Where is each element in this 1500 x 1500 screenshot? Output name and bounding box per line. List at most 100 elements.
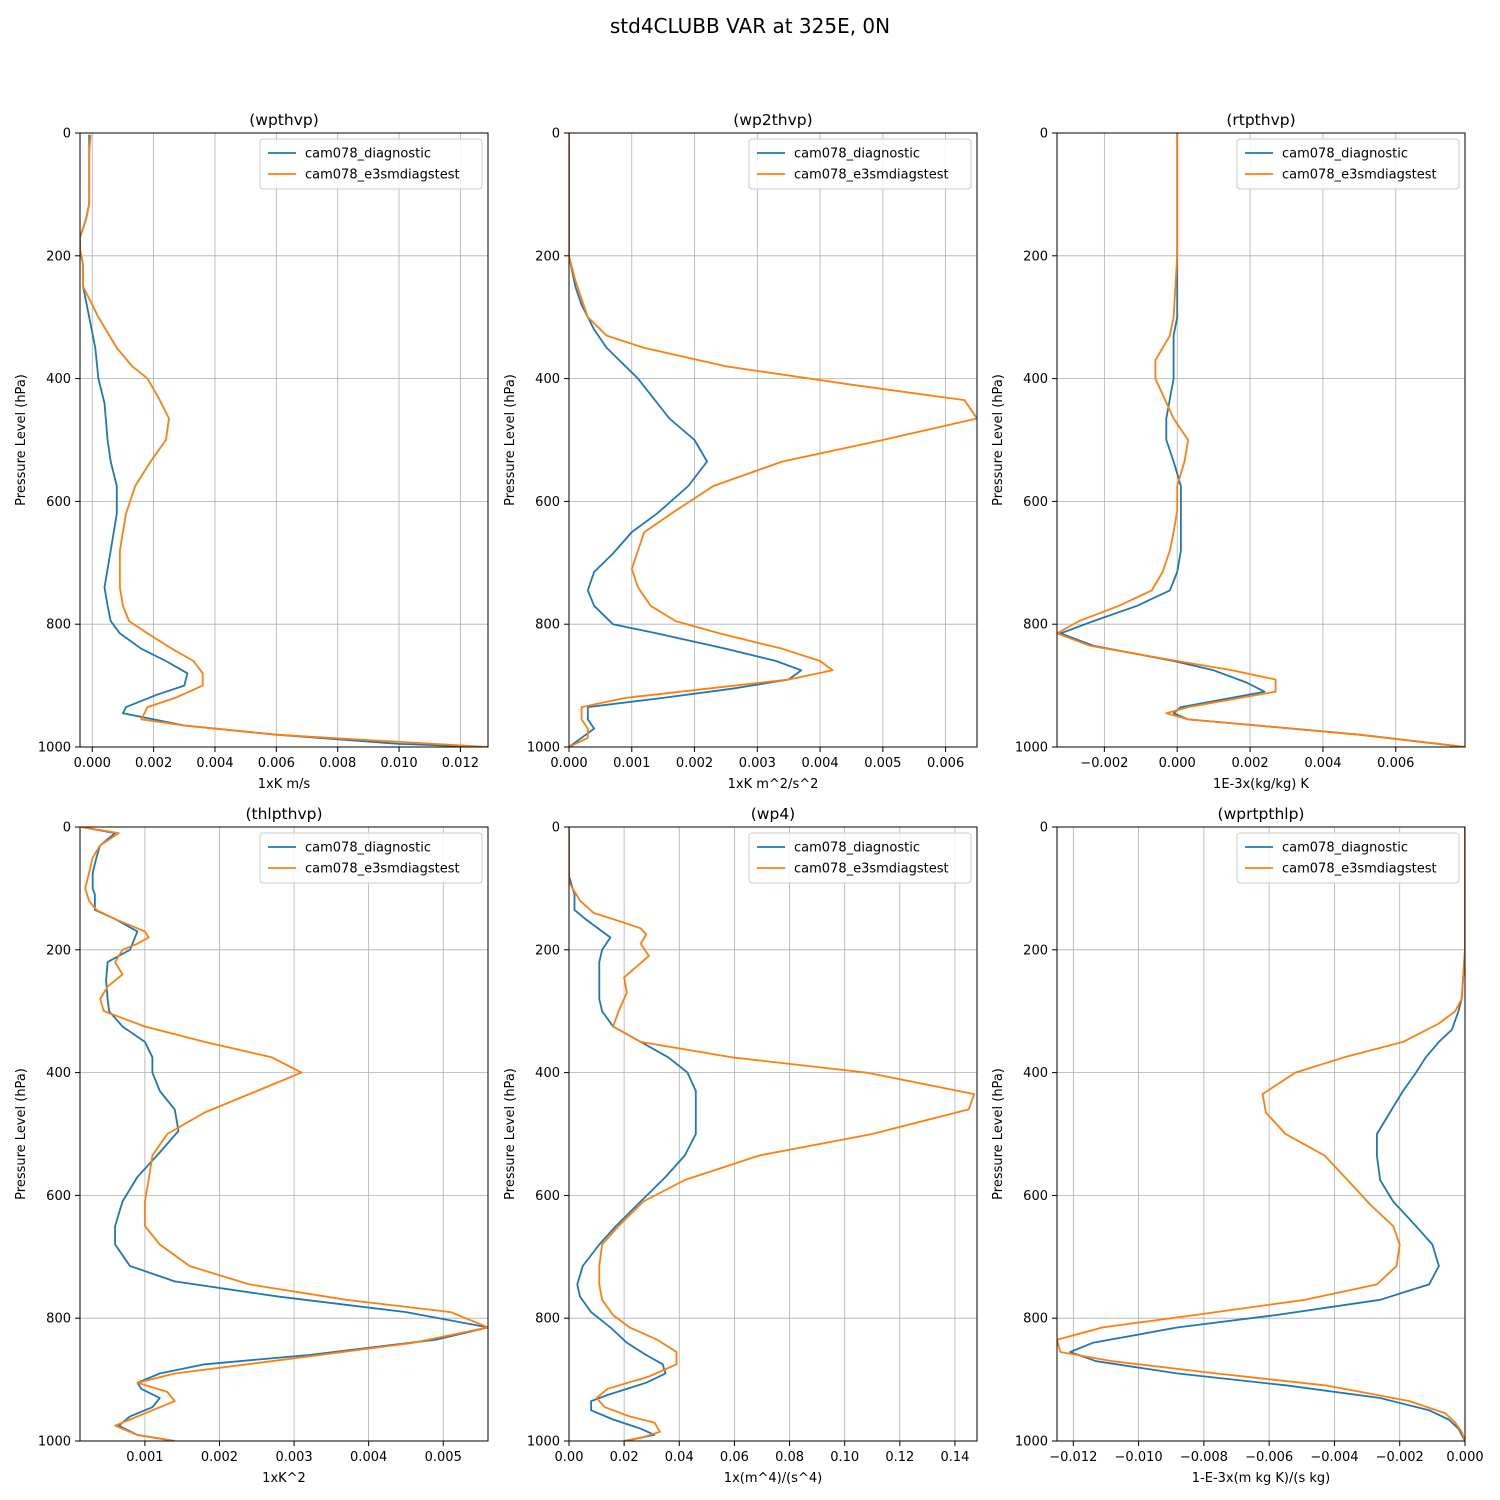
legend-box xyxy=(748,832,972,884)
series-line-cam078_diagnostic xyxy=(80,134,488,747)
x-tick-label: 0.004 xyxy=(1304,756,1341,771)
legend: cam078_diagnostic cam078_e3smdiagstest xyxy=(259,832,483,884)
series-line-cam078_e3smdiagstest xyxy=(569,827,976,1441)
y-tick-label: 400 xyxy=(535,372,560,387)
x-tick-label: 0.08 xyxy=(775,1450,804,1465)
y-tick-label: 400 xyxy=(46,372,71,387)
legend-box xyxy=(1236,832,1460,884)
y-tick-label: 0 xyxy=(1040,127,1048,142)
x-tick-label: 0.006 xyxy=(1377,756,1414,771)
x-tick-label: −0.012 xyxy=(1049,1450,1097,1465)
axes-frame xyxy=(1056,132,1466,748)
x-axis-label: 1x(m^4)/(s^4) xyxy=(724,1471,822,1486)
subplot-wpthvp: 0.000 0.002 0.004 0.006 0.008 0.010 0.012 0 200 4… xyxy=(14,111,489,792)
y-tick-label: 1000 xyxy=(527,741,560,756)
legend-label: cam078_e3smdiagstest xyxy=(794,862,949,877)
x-tick-label: −0.008 xyxy=(1180,1450,1228,1465)
y-tick-label: 0 xyxy=(552,821,560,836)
x-tick-label: 0.004 xyxy=(350,1450,387,1465)
x-axis-label: 1xK m^2/s^2 xyxy=(728,777,819,792)
x-tick-label: 0.001 xyxy=(126,1450,163,1465)
series-line-cam078_e3smdiagstest xyxy=(1057,827,1465,1441)
axes-frame xyxy=(568,826,978,1442)
legend-label: cam078_e3smdiagstest xyxy=(305,168,460,183)
legend-label: cam078_diagnostic xyxy=(794,147,920,162)
y-axis-label: Pressure Level (hPa) xyxy=(14,1068,29,1200)
series-line-cam078_diagnostic xyxy=(1059,133,1465,747)
x-tick-label: 0.005 xyxy=(425,1450,462,1465)
subplot-wprtpthlp: −0.012 −0.010 −0.008 −0.006 −0.004 −0.002 0.00… xyxy=(991,805,1484,1486)
legend-box xyxy=(748,138,972,190)
series-line-cam078_e3smdiagstest xyxy=(1057,133,1465,747)
x-tick-label: −0.006 xyxy=(1245,1450,1293,1465)
y-tick-label: 0 xyxy=(63,821,71,836)
legend-label: cam078_e3smdiagstest xyxy=(794,168,949,183)
series-line-cam078_diagnostic xyxy=(569,133,803,747)
y-tick-label: 0 xyxy=(63,127,71,142)
y-axis-label: Pressure Level (hPa) xyxy=(503,374,518,506)
series-line-cam078_e3smdiagstest xyxy=(80,134,488,747)
x-tick-label: 0.06 xyxy=(720,1450,749,1465)
x-tick-label: 0.004 xyxy=(801,756,838,771)
x-tick-label: 0.02 xyxy=(610,1450,639,1465)
legend-label: cam078_e3smdiagstest xyxy=(1282,862,1437,877)
legend-label: cam078_diagnostic xyxy=(794,841,920,856)
series-line-cam078_diagnostic xyxy=(81,827,488,1441)
x-tick-label: 0.14 xyxy=(940,1450,969,1465)
y-tick-label: 200 xyxy=(535,943,560,958)
series-line-cam078_e3smdiagstest xyxy=(81,827,488,1441)
y-tick-label: 800 xyxy=(1023,1312,1048,1327)
x-axis-label: 1xK m/s xyxy=(258,777,311,792)
y-tick-label: 600 xyxy=(46,1189,71,1204)
y-tick-label: 800 xyxy=(46,1312,71,1327)
x-tick-label: 0.002 xyxy=(676,756,713,771)
y-tick-label: 600 xyxy=(1023,1189,1048,1204)
y-axis-label: Pressure Level (hPa) xyxy=(991,374,1006,506)
y-tick-label: 200 xyxy=(46,249,71,264)
series-line-cam078_e3smdiagstest xyxy=(569,133,977,747)
x-tick-label: 0.10 xyxy=(830,1450,859,1465)
x-axis-label: 1E-3x(kg/kg) K xyxy=(1213,777,1309,792)
y-tick-label: 1000 xyxy=(1015,1435,1048,1450)
x-tick-label: 0.003 xyxy=(739,756,776,771)
y-tick-label: 800 xyxy=(535,618,560,633)
y-tick-label: 200 xyxy=(1023,943,1048,958)
y-axis-label: Pressure Level (hPa) xyxy=(503,1068,518,1200)
axes-frame xyxy=(79,132,489,748)
legend: cam078_diagnostic cam078_e3smdiagstest xyxy=(1236,138,1460,190)
legend-label: cam078_diagnostic xyxy=(305,147,431,162)
x-tick-label: 0.000 xyxy=(1446,1450,1483,1465)
x-tick-label: 0.008 xyxy=(319,756,356,771)
y-tick-label: 200 xyxy=(1023,249,1048,264)
subplot-title: (wprtpthlp) xyxy=(1218,805,1305,823)
y-tick-label: 1000 xyxy=(527,1435,560,1450)
legend: cam078_diagnostic cam078_e3smdiagstest xyxy=(748,138,972,190)
y-tick-label: 0 xyxy=(552,127,560,142)
y-tick-label: 600 xyxy=(1023,495,1048,510)
x-tick-label: 0.002 xyxy=(1231,756,1268,771)
x-tick-label: 0.006 xyxy=(258,756,295,771)
axes-frame xyxy=(568,132,978,748)
series-line-cam078_diagnostic xyxy=(1069,827,1465,1441)
x-tick-label: 0.000 xyxy=(1159,756,1196,771)
subplot-title: (thlpthvp) xyxy=(245,805,322,823)
subplot-thlpthvp: 0.001 0.002 0.003 0.004 0.005 0 200 400 600 800 10… xyxy=(14,805,489,1486)
subplot-title: (wp4) xyxy=(751,805,795,823)
y-axis-label: Pressure Level (hPa) xyxy=(991,1068,1006,1200)
legend: cam078_diagnostic cam078_e3smdiagstest xyxy=(748,832,972,884)
y-tick-label: 400 xyxy=(1023,372,1048,387)
x-tick-label: 0.000 xyxy=(550,756,587,771)
legend: cam078_diagnostic cam078_e3smdiagstest xyxy=(1236,832,1460,884)
y-tick-label: 800 xyxy=(1023,618,1048,633)
y-tick-label: 200 xyxy=(535,249,560,264)
subplot-title: (rtpthvp) xyxy=(1226,111,1295,129)
x-axis-label: 1-E-3x(m kg K)/(s kg) xyxy=(1192,1471,1330,1486)
subplot-title: (wpthvp) xyxy=(249,111,319,129)
subplot-title: (wp2thvp) xyxy=(733,111,812,129)
x-tick-label: −0.004 xyxy=(1310,1450,1358,1465)
legend-label: cam078_diagnostic xyxy=(1282,147,1408,162)
series-line-cam078_diagnostic xyxy=(569,827,697,1441)
legend-label: cam078_diagnostic xyxy=(305,841,431,856)
